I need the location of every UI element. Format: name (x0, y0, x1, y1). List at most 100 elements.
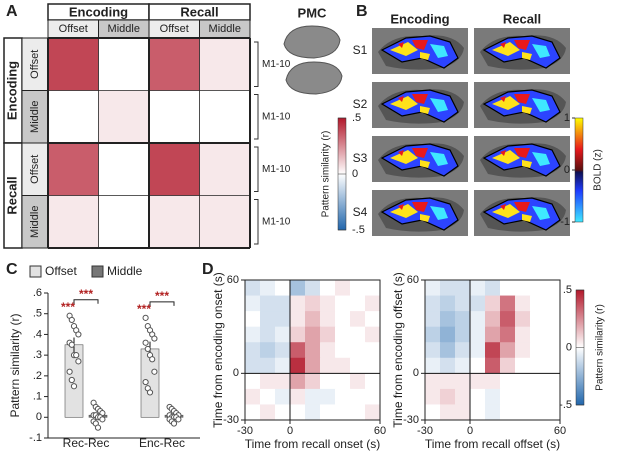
heatmap-cell (335, 388, 351, 405)
x-axis-label: Time from recall onset (s) (245, 437, 381, 451)
significance: *** (155, 289, 169, 303)
matrix-cell (199, 38, 251, 91)
x-tick-label: 0 (467, 425, 473, 437)
heatmap-cell (515, 373, 531, 390)
heatmap-cell (290, 342, 306, 359)
bracket (254, 94, 259, 140)
heatmap-cell (335, 311, 351, 328)
y-tick-label: -30 (223, 414, 239, 426)
heatmap-cell (365, 326, 381, 343)
subject-point (70, 383, 78, 390)
heatmap-cell (515, 404, 531, 421)
brain-map (371, 81, 469, 129)
column-header: Middle (209, 23, 241, 35)
subject-point (142, 378, 149, 386)
heatmap-cell (260, 311, 276, 328)
heatmap-cell (260, 342, 276, 359)
heatmap-cell (455, 326, 471, 343)
brain-map (371, 135, 469, 183)
colorbar-title: Pattern similarity (r) (321, 131, 332, 218)
heatmap-cell (365, 311, 381, 328)
heatmap-cell (305, 357, 321, 374)
heatmap-cell (275, 326, 291, 343)
heatmap-cell (320, 404, 336, 421)
heatmap-cell (275, 373, 291, 390)
heatmap-cell (515, 326, 531, 343)
y-tick-label: 0 (36, 411, 42, 423)
heatmap-cell (290, 326, 306, 343)
heatmap-cell (470, 295, 486, 312)
brain-icon (283, 25, 341, 59)
heatmap-cell (275, 388, 291, 405)
heatmap-cell (545, 388, 561, 405)
heatmap-cell (425, 357, 441, 374)
heatmap-cell (305, 295, 321, 312)
heatmap-cell (350, 295, 366, 312)
brain-map (473, 135, 571, 183)
heatmap-cell (485, 373, 501, 390)
heatmap-cell (530, 326, 546, 343)
subject-point (73, 352, 80, 359)
heatmap-cell (545, 357, 561, 374)
matrix-cell (98, 143, 150, 196)
x-tick-label: 0 (287, 425, 293, 437)
heatmap-cell (440, 311, 456, 328)
group-header: Recall (4, 176, 19, 214)
heatmap-cell (455, 280, 471, 297)
heatmap-cell (320, 280, 336, 297)
heatmap-cell (260, 357, 276, 374)
row-label: S2 (353, 97, 368, 111)
row-header: Offset (29, 155, 41, 184)
y-axis-label: Time from encoding offset (s) (391, 272, 405, 427)
heatmap-cell (485, 280, 501, 297)
colorbar-tick-label: -.5 (559, 399, 572, 411)
heatmap-cell (290, 295, 306, 312)
heatmap-cell (545, 280, 561, 297)
heatmap-cell (440, 388, 456, 405)
heatmap-cell (440, 357, 456, 374)
subject-point (94, 424, 102, 431)
panel-label: D (202, 261, 214, 278)
heatmap-cell (515, 280, 531, 297)
heatmap-cell (260, 373, 276, 390)
x-tick-label: Rec-Rec (63, 436, 110, 450)
heatmap-cell (470, 342, 486, 359)
legend-swatch (29, 265, 42, 278)
x-tick-label: 60 (554, 425, 566, 437)
header-box (21, 90, 49, 144)
y-tick-label: -.1 (29, 432, 42, 444)
heatmap-cell (530, 311, 546, 328)
heatmap-cell (260, 388, 276, 405)
brain-map (371, 27, 469, 75)
heatmap-cell (545, 373, 561, 390)
heatmap-cell (455, 311, 471, 328)
subject-point (75, 358, 82, 365)
heatmap-cell (425, 311, 441, 328)
y-tick-label: 0 (413, 367, 419, 379)
colorbar-tick-label: -1 (560, 216, 570, 228)
row-header: Middle (29, 101, 41, 133)
y-tick-label: .4 (33, 328, 42, 340)
heatmap-cell (425, 388, 441, 405)
y-axis-label: Time from encoding onset (s) (211, 272, 225, 428)
heatmap-cell (500, 342, 516, 359)
heatmap-cell (530, 388, 546, 405)
heatmap-cell (365, 342, 381, 359)
heatmap-cell (470, 280, 486, 297)
y-tick-label: -30 (403, 414, 419, 426)
heatmap-cell (275, 404, 291, 421)
heatmap-cell (455, 404, 471, 421)
group-header: Encoding (4, 61, 19, 120)
heatmap-cell (350, 280, 366, 297)
heatmap-cell (350, 388, 366, 405)
heatmap-cell (545, 326, 561, 343)
row-label: S1 (353, 43, 368, 57)
colorbar-title: Pattern similarity (r) (595, 304, 606, 391)
y-tick-label: 60 (227, 274, 239, 286)
heatmap-cell (515, 342, 531, 359)
subject-point (170, 420, 178, 427)
heatmap-cell (335, 326, 351, 343)
y-tick-label: .1 (33, 390, 42, 402)
heatmap-cell (320, 295, 336, 312)
heatmap-cell (290, 373, 306, 390)
